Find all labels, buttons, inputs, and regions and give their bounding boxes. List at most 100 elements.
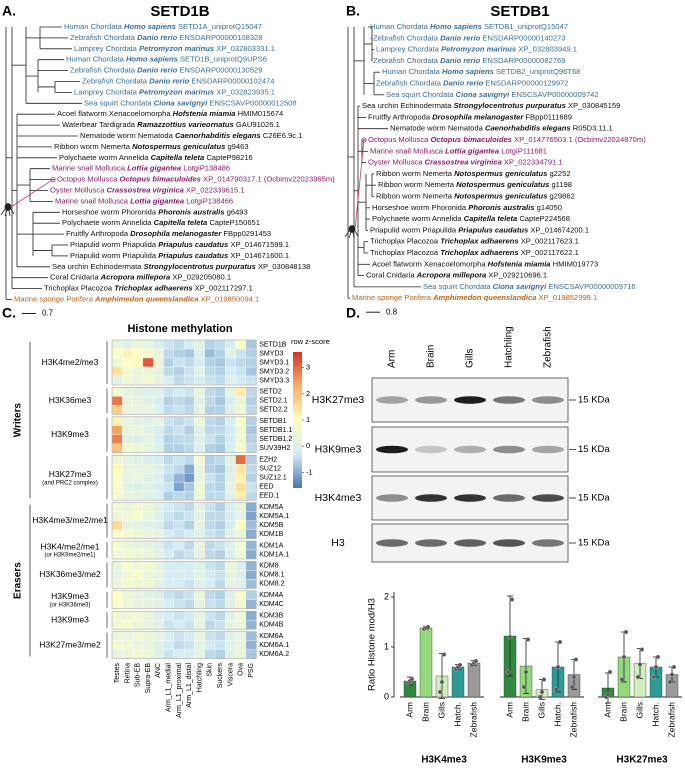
heatmap-cell — [111, 529, 123, 539]
heatmap-cell — [142, 631, 154, 641]
heatmap-cell — [111, 482, 123, 492]
row-label: KDM6A — [259, 633, 283, 640]
heatmap-cell — [245, 425, 257, 435]
heatmap-cell — [173, 491, 185, 501]
leaf-label: Zebrafish Chordata Danio rerio ENSDARP00… — [373, 33, 566, 42]
row-label: EED — [259, 484, 273, 491]
leaf-id: XP_002117623.1 — [521, 237, 579, 246]
leaf-label: Ribbon worm Nemerta Notospermus genicula… — [54, 142, 249, 151]
leaf-species: Strongylocentrotus purpuratus — [144, 262, 258, 271]
data-point — [457, 662, 463, 668]
heatmap-cell — [183, 443, 195, 453]
heatmap-cell — [111, 348, 123, 359]
heatmap-cell — [163, 502, 174, 512]
leaf-id: XP_029210696.1 — [488, 271, 547, 280]
heatmap-cell — [225, 540, 236, 551]
heatmap-cell — [122, 416, 133, 426]
section-label: Writers — [13, 403, 24, 438]
blot-band — [415, 494, 447, 502]
leaf-id: XP_019850094.1 — [201, 295, 260, 304]
data-point — [539, 689, 545, 695]
heatmap-cell — [214, 611, 226, 621]
heatmap-cell — [183, 549, 195, 560]
leaf-label: Horseshoe worm Phoronida Phoronis austra… — [372, 203, 562, 212]
y-tick-label: 2 — [384, 591, 389, 601]
heatmap-cell — [235, 640, 247, 650]
heatmap-cell — [194, 561, 205, 571]
heatmap-cell — [111, 511, 123, 521]
heatmap-cell — [111, 540, 123, 551]
heatmap-cell — [214, 366, 226, 377]
row-label: KDM1A — [259, 542, 283, 549]
data-point — [605, 692, 611, 697]
heatmap-cell — [235, 405, 247, 415]
row-label: SETDB1.2 — [259, 436, 292, 443]
heatmap-cell — [122, 357, 133, 368]
heatmap-cell — [122, 611, 133, 621]
heatmap-cell — [173, 511, 185, 521]
heatmap-cell — [235, 425, 247, 435]
leaf-label: Coral Cnidaria Acropora millepora XP_029… — [50, 273, 231, 282]
heatmap-cell — [122, 529, 133, 539]
heatmap-cell — [142, 549, 154, 560]
leaf-id: SETDB1_uniprotQ15047 — [484, 22, 568, 31]
leaf-group: Trichoplax Placozoa — [44, 284, 114, 293]
data-point — [639, 647, 645, 652]
heatmap-cell — [173, 366, 185, 377]
heatmap-cell — [225, 405, 236, 415]
leaf-species: Ciona savignyi — [154, 98, 210, 107]
leaf-species: Homo sapiens — [126, 55, 180, 64]
heatmap-cell — [245, 570, 257, 580]
heatmap-cell — [214, 590, 226, 600]
icon-pointer-dot — [50, 177, 56, 183]
heatmap-cell — [214, 649, 226, 659]
leaf-group: Octopus Mollusca — [57, 175, 119, 184]
heatmap-cell — [142, 396, 154, 406]
leaf-group: Sea urchin Echinodermata — [362, 101, 454, 110]
heatmap-cell — [142, 491, 154, 501]
heatmap-cell — [183, 348, 195, 359]
heatmap-cell — [235, 366, 247, 377]
row-label: KDM3B — [259, 613, 283, 620]
leaf-id: HMIM019773 — [553, 259, 599, 268]
group-label: H3K4me2/me3 — [42, 357, 99, 367]
row-label: SETDB1 — [259, 418, 286, 425]
row-label: SMYD3.1 — [259, 359, 289, 366]
heatmap-cell — [183, 366, 195, 377]
leaf-label: Coral Cnidaria Acropora millepora XP_029… — [366, 271, 547, 280]
leaf-group: Human Chordata — [370, 22, 430, 31]
group-frame — [111, 590, 257, 610]
group-frame — [111, 540, 257, 560]
leaf-group: Ribbon worm Nemerta — [376, 192, 454, 201]
heatmap-cell — [204, 339, 216, 350]
heatmap-cell — [111, 549, 123, 560]
heatmap-cell — [194, 366, 205, 377]
group-label: H3K9me3 — [51, 429, 89, 439]
x-tick-label: Arm — [504, 702, 514, 718]
heatmap-cell — [153, 387, 164, 397]
leaf-id: ENSDARP00000108328 — [179, 33, 262, 42]
heatmap-cell — [235, 482, 247, 492]
heatmap-cell — [173, 473, 185, 483]
group-frame — [111, 387, 257, 415]
leaf-species: Danio rerio — [137, 66, 179, 75]
leaf-group: Human Chordata — [64, 22, 124, 31]
heatmap-cell — [122, 649, 133, 659]
colorbar-tick-label: -1 — [306, 467, 313, 476]
leaf-species: Homo sapiens — [124, 22, 178, 31]
leaf-species: Octopus bimaculoides — [119, 175, 203, 184]
leaf-id: XP_014671599.1 — [230, 240, 289, 249]
group-frame — [111, 416, 257, 454]
blot-row-label: H3K4me3 — [315, 492, 362, 504]
heatmap-cell — [194, 579, 205, 589]
heatmap-cell — [204, 482, 216, 492]
row-label: KDM1B — [259, 531, 283, 538]
heatmap-cell — [235, 529, 247, 539]
blot-band — [532, 445, 564, 454]
leaf-label: Priapulid worm Priapulida Priapulus caud… — [70, 240, 289, 249]
heatmap-cell — [173, 579, 185, 589]
heatmap-cell — [214, 387, 226, 397]
leaf-id: g1198 — [551, 180, 572, 189]
leaf-id: XP_022334791.1 — [504, 158, 563, 167]
heatmap-cell — [132, 366, 144, 377]
